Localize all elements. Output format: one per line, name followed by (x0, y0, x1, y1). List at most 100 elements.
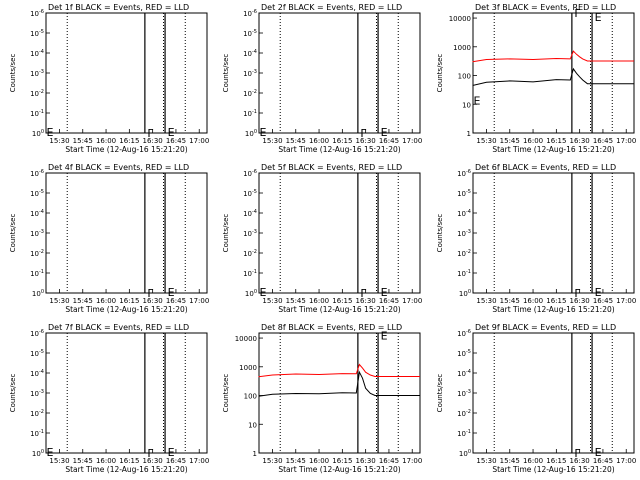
y-tick-label: 10-2 (30, 89, 44, 98)
y-tick-label: 10-2 (30, 249, 44, 258)
panel-det-2: Det 2f BLACK = Events, RED = LLD 100 10-1 1… (222, 3, 422, 154)
plot-frame (258, 172, 421, 294)
x-tick-label: 16:00 (96, 457, 116, 465)
x-tick-label: 17:00 (616, 297, 636, 305)
y-tick-label: 10-4 (243, 209, 257, 218)
x-tick-label: 16:00 (96, 297, 116, 305)
plot-frame (472, 12, 635, 134)
marker-e: E (46, 126, 53, 139)
panel-title: Det 5f BLACK = Events, RED = LLD (261, 163, 402, 172)
panel-title: Det 1f BLACK = Events, RED = LLD (48, 3, 189, 12)
y-tick-label: 10-3 (30, 229, 44, 238)
y-tick-label: 100 (459, 449, 471, 458)
marker-f: F (574, 7, 580, 20)
series-events (472, 67, 634, 86)
series-lld (258, 363, 420, 378)
y-tick-label: 100 (458, 73, 471, 81)
panel-title: Det 8f BLACK = Events, RED = LLD (261, 323, 402, 332)
panel-det-4: Det 4f BLACK = Events, RED = LLD 100 10-1 1… (9, 163, 209, 314)
x-tick-label: 16:45 (379, 457, 399, 465)
y-tick-label: 10-6 (457, 169, 471, 178)
x-tick-label: 15:30 (476, 457, 496, 465)
y-axis-label: Counts/sec (9, 374, 17, 413)
marker-f: F (147, 287, 153, 300)
x-tick-label: 15:45 (73, 297, 93, 305)
marker-f: F (360, 287, 366, 300)
y-tick-label: 10 (248, 421, 257, 429)
x-tick-label: 15:45 (286, 297, 306, 305)
x-tick-label: 17:00 (189, 457, 209, 465)
y-tick-label: 100 (245, 289, 257, 298)
y-tick-label: 10-3 (243, 69, 257, 78)
panel-det-1: Det 1f BLACK = Events, RED = LLD 100 10-1 1… (9, 3, 209, 154)
marker-e: E (46, 446, 53, 459)
y-tick-label: 10-6 (30, 329, 44, 338)
y-tick-label: 10000 (449, 15, 471, 23)
y-axis-label: Counts/sec (436, 214, 444, 253)
x-tick-label: 16:45 (166, 457, 186, 465)
x-tick-label: 16:15 (119, 297, 139, 305)
x-axis-label: Start Time (12-Aug-16 15:21:20) (278, 145, 400, 154)
x-axis-label: Start Time (12-Aug-16 15:21:20) (492, 145, 614, 154)
x-axis-label: Start Time (12-Aug-16 15:21:20) (65, 145, 187, 154)
panel-det-8: Det 8f BLACK = Events, RED = LLD 1 10 100 10… (222, 323, 422, 474)
y-tick-label: 10-6 (243, 169, 257, 178)
panel-title: Det 7f BLACK = Events, RED = LLD (48, 323, 189, 332)
y-tick-label: 10-6 (30, 169, 44, 178)
plot-frame (258, 332, 421, 454)
y-tick-label: 100 (244, 393, 257, 401)
x-tick-label: 16:30 (570, 297, 590, 305)
x-tick-label: 15:30 (262, 457, 282, 465)
marker-e: E (473, 94, 480, 107)
panel-det-3: Det 3f BLACK = Events, RED = LLD 1 10 100 10… (436, 3, 636, 154)
x-tick-label: 16:45 (593, 137, 613, 145)
y-tick-label: 10-4 (30, 209, 44, 218)
x-tick-label: 15:45 (73, 137, 93, 145)
x-tick-label: 16:15 (332, 297, 352, 305)
y-axis-label: Counts/sec (9, 214, 17, 253)
x-tick-label: 16:15 (546, 457, 566, 465)
panel-det-6: Det 6f BLACK = Events, RED = LLD 100 10-1 1… (436, 163, 636, 314)
y-tick-label: 10-4 (457, 209, 471, 218)
marker-f: F (574, 287, 580, 300)
x-tick-label: 15:45 (286, 137, 306, 145)
x-axis-label: Start Time (12-Aug-16 15:21:20) (278, 465, 400, 474)
y-tick-label: 10-4 (30, 49, 44, 58)
y-tick-label: 10-1 (457, 429, 471, 438)
x-tick-label: 16:45 (379, 137, 399, 145)
y-tick-label: 1000 (453, 44, 471, 52)
y-tick-label: 10000 (235, 335, 257, 343)
panel-det-5: Det 5f BLACK = Events, RED = LLD 100 10-1 1… (222, 163, 422, 314)
marker-e: E (381, 329, 388, 342)
x-tick-label: 15:30 (49, 457, 69, 465)
x-tick-label: 16:30 (356, 137, 376, 145)
x-tick-label: 17:00 (402, 137, 422, 145)
y-tick-label: 10-1 (30, 269, 44, 278)
x-tick-label: 16:00 (96, 137, 116, 145)
y-tick-label: 10-5 (457, 349, 471, 358)
marker-e: E (259, 126, 266, 139)
y-tick-label: 10-3 (457, 229, 471, 238)
x-tick-label: 15:30 (49, 297, 69, 305)
x-axis-label: Start Time (12-Aug-16 15:21:20) (492, 465, 614, 474)
plot-frame (45, 332, 208, 454)
x-tick-label: 15:30 (476, 297, 496, 305)
x-tick-label: 16:45 (593, 297, 613, 305)
x-tick-label: 16:30 (143, 297, 163, 305)
x-tick-label: 16:45 (379, 297, 399, 305)
y-tick-label: 10-2 (30, 409, 44, 418)
y-tick-label: 1 (467, 130, 471, 138)
y-tick-label: 10-5 (30, 349, 44, 358)
series-events (258, 370, 420, 397)
y-axis-label: Counts/sec (9, 54, 17, 93)
x-tick-label: 16:00 (523, 137, 543, 145)
x-tick-label: 15:45 (500, 297, 520, 305)
x-tick-label: 15:30 (49, 137, 69, 145)
y-tick-label: 10-5 (30, 189, 44, 198)
panel-title: Det 9f BLACK = Events, RED = LLD (475, 323, 616, 332)
x-tick-label: 17:00 (616, 457, 636, 465)
x-tick-label: 16:00 (309, 137, 329, 145)
y-tick-label: 10-1 (243, 109, 257, 118)
x-axis-label: Start Time (12-Aug-16 15:21:20) (492, 305, 614, 314)
x-tick-label: 15:30 (262, 297, 282, 305)
